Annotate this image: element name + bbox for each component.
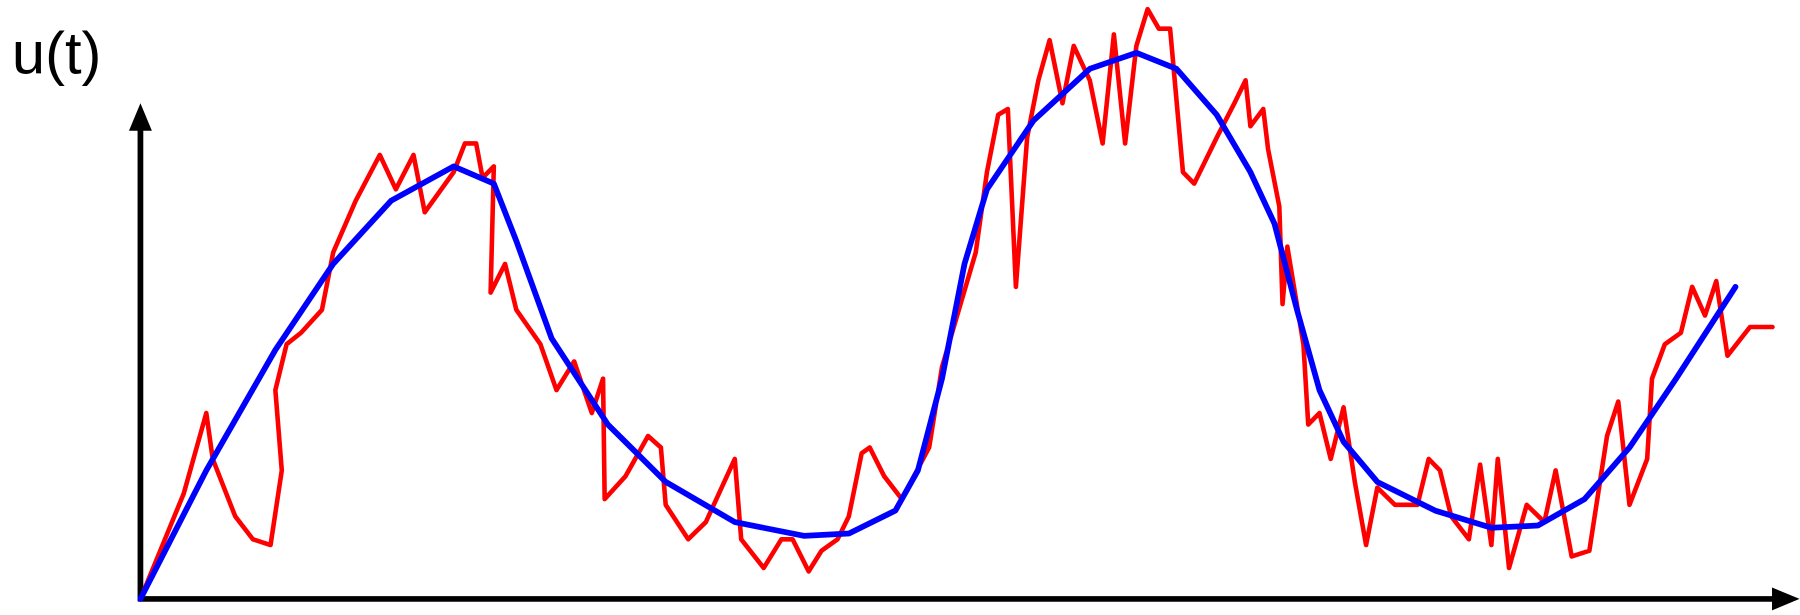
plot-area — [137, 6, 1775, 602]
y-axis-label: u(t) — [12, 19, 101, 86]
y-axis-arrow — [128, 103, 152, 131]
data-line — [137, 49, 1739, 602]
x-axis-arrow — [1772, 587, 1800, 611]
data-line — [138, 6, 1775, 602]
